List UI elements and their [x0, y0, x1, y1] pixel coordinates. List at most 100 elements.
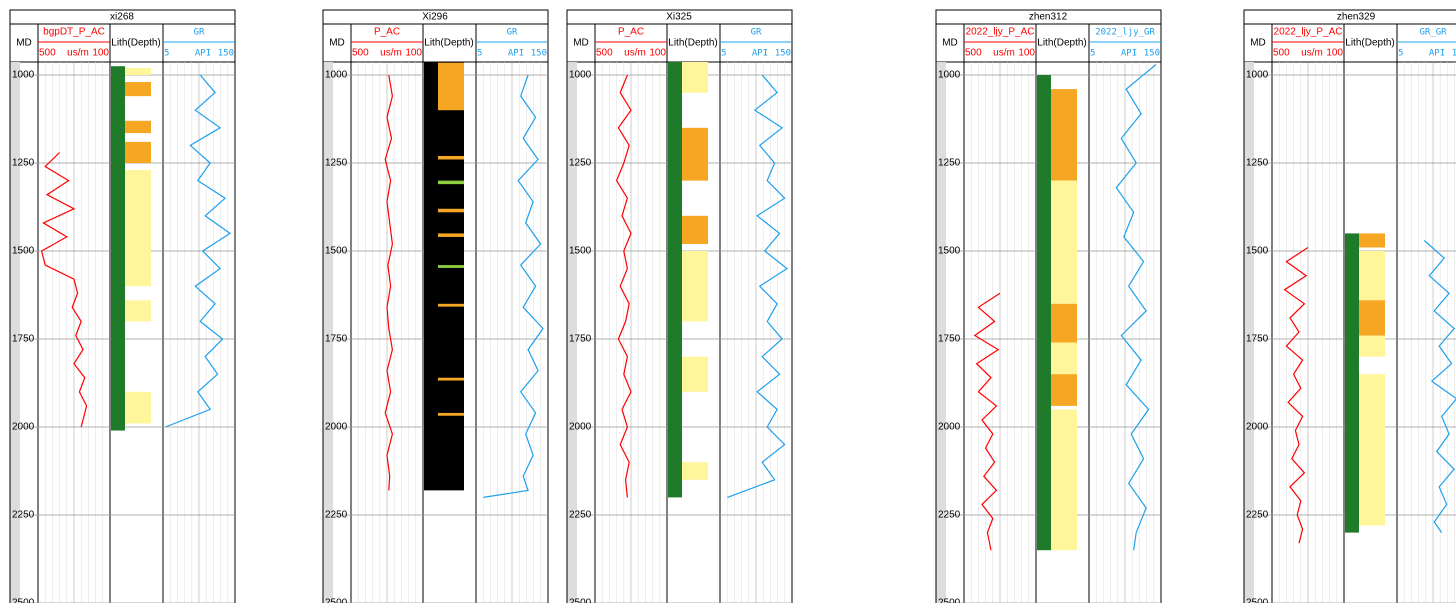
scale-unit: API	[1429, 49, 1445, 59]
curve-name: 2022_ljy_GR	[1095, 28, 1155, 38]
md-strip	[1244, 62, 1254, 603]
depth-label: 1000	[325, 70, 348, 81]
gr-curve	[165, 74, 232, 428]
md-label: MD	[16, 38, 32, 49]
lith-bed	[438, 265, 464, 268]
ac-curve	[384, 74, 394, 491]
scale-left: 500	[352, 48, 369, 59]
scale-unit: API	[508, 49, 524, 59]
lith-bed	[125, 82, 151, 97]
depth-label: 2500	[1246, 598, 1269, 603]
lith-label: Lith(Depth)	[111, 38, 160, 49]
well-name: Xi325	[666, 12, 692, 23]
scale-right: 150	[218, 49, 234, 59]
depth-label: 1500	[1246, 246, 1269, 257]
lith-bed	[682, 462, 708, 480]
curve-name: GR	[507, 28, 518, 38]
lith-base	[111, 66, 125, 431]
depth-label: 2000	[325, 422, 348, 433]
scale-right: 100	[1018, 48, 1035, 59]
depth-label: 1000	[938, 70, 961, 81]
md-label: MD	[329, 38, 345, 49]
curve-name: GR	[751, 28, 762, 38]
scale-unit: us/m	[993, 48, 1015, 59]
lith-bed	[1051, 342, 1077, 375]
depth-label: 1250	[12, 158, 35, 169]
md-strip	[323, 62, 333, 603]
md-label: MD	[942, 38, 958, 49]
scale-right: 150	[531, 49, 547, 59]
md-strip	[936, 62, 946, 603]
scale-unit: API	[1121, 49, 1137, 59]
depth-label: 1750	[1246, 334, 1269, 345]
depth-label: 2250	[569, 510, 592, 521]
lith-bed	[1051, 180, 1077, 304]
scale-left: 500	[965, 48, 982, 59]
lith-bed	[1359, 251, 1385, 301]
scale-left: 500	[39, 48, 56, 59]
scale-right: 100	[405, 48, 422, 59]
lith-bed	[438, 62, 464, 111]
lith-bed	[682, 62, 708, 93]
lith-bed	[438, 155, 464, 160]
lith-bed	[1051, 89, 1077, 181]
gr-curve	[1115, 64, 1157, 551]
ac-curve	[973, 292, 1001, 551]
depth-label: 2250	[325, 510, 348, 521]
well-name: xi268	[110, 12, 134, 23]
depth-label: 1500	[569, 246, 592, 257]
depth-label: 2250	[938, 510, 961, 521]
scale-right: 150	[1452, 49, 1456, 59]
depth-label: 1500	[938, 246, 961, 257]
depth-label: 2250	[1246, 510, 1269, 521]
md-label: MD	[1250, 38, 1266, 49]
lith-bed	[1359, 300, 1385, 336]
depth-label: 1250	[1246, 158, 1269, 169]
depth-label: 1750	[325, 334, 348, 345]
scale-unit: us/m	[67, 48, 89, 59]
lith-bed	[682, 215, 708, 244]
lith-base	[1345, 233, 1359, 533]
scale-unit: us/m	[1301, 48, 1323, 59]
lith-bed	[125, 67, 151, 76]
depth-label: 2500	[325, 598, 348, 603]
depth-label: 1000	[1246, 70, 1269, 81]
depth-label: 1500	[12, 246, 35, 257]
lith-bed	[125, 141, 151, 164]
lith-base	[668, 62, 682, 498]
curve-name: bgpDT_P_AC	[43, 27, 105, 38]
depth-label: 2500	[12, 598, 35, 603]
lith-bed	[125, 170, 151, 287]
depth-label: 1250	[938, 158, 961, 169]
depth-label: 1250	[325, 158, 348, 169]
lith-bed	[125, 300, 151, 322]
depth-label: 2250	[12, 510, 35, 521]
scale-unit: API	[752, 49, 768, 59]
lith-bed	[438, 233, 464, 237]
lith-base	[424, 62, 464, 491]
header-box	[1243, 9, 1456, 63]
ac-curve	[40, 152, 88, 428]
lith-bed	[682, 127, 708, 181]
depth-label: 1750	[12, 334, 35, 345]
lith-bed	[1359, 374, 1385, 526]
lith-label: Lith(Depth)	[424, 38, 473, 49]
scale-left: 500	[596, 48, 613, 59]
depth-label: 2000	[12, 422, 35, 433]
curve-name: 2022_ljy_P_AC	[1274, 27, 1343, 38]
curve-name: 2022_ljy_P_AC	[966, 27, 1035, 38]
lith-base	[1037, 75, 1051, 551]
header-box	[322, 9, 549, 63]
lith-label: Lith(Depth)	[1345, 38, 1394, 49]
lith-label: Lith(Depth)	[668, 38, 717, 49]
header-box	[935, 9, 1162, 63]
scale-left: 5	[1090, 49, 1095, 59]
lith-bed	[1359, 335, 1385, 357]
lith-bed	[1051, 409, 1077, 551]
scale-left: 500	[1273, 48, 1290, 59]
curve-name: P_AC	[374, 27, 400, 38]
curve-name: GR	[194, 28, 205, 38]
depth-label: 2000	[1246, 422, 1269, 433]
md-strip	[10, 62, 20, 603]
